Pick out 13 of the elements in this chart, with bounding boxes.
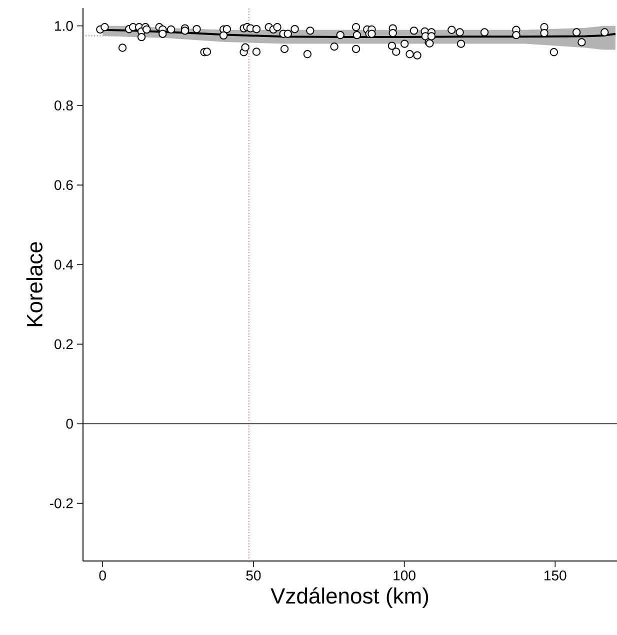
y-tick-label: 0.4 [54,260,74,270]
y-tick-label: 0.6 [54,180,73,190]
y-tick-label: 0 [66,418,73,429]
y-tick-label: -0.2 [50,498,73,508]
x-tick-label: 100 [394,570,416,580]
y-axis-title: Korelace [26,242,42,326]
y-tick-label: 0.2 [54,339,73,350]
x-tick-label: 50 [246,570,261,580]
y-tick-label: 1.0 [55,20,73,31]
x-tick-label: 0 [99,570,106,580]
x-tick-label: 150 [544,570,566,580]
x-axis-title: Vzdálenost (km) [270,587,428,608]
y-tick-label: 0.8 [54,100,73,110]
